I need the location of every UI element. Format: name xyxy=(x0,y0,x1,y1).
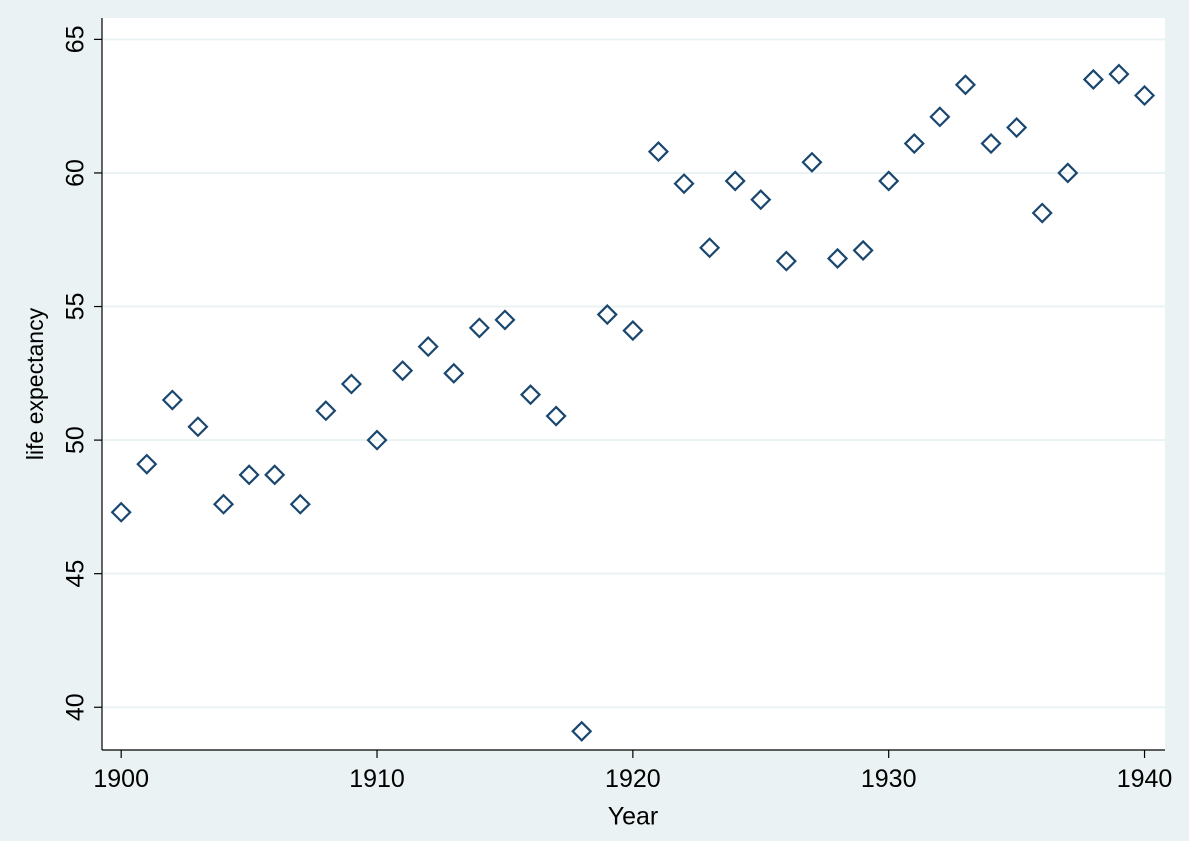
point xyxy=(596,303,618,326)
y-tick-label: 45 xyxy=(62,560,90,588)
point xyxy=(110,501,132,523)
point xyxy=(238,464,260,486)
y-tick-label: 60 xyxy=(62,159,90,187)
point xyxy=(647,141,669,163)
point xyxy=(929,106,951,128)
point xyxy=(494,309,516,331)
point xyxy=(417,336,439,358)
point xyxy=(187,416,209,438)
point xyxy=(775,250,797,272)
x-tick-label: 1910 xyxy=(349,765,405,793)
point xyxy=(366,429,388,451)
y-tick-label: 55 xyxy=(62,293,90,321)
point xyxy=(699,237,721,259)
point xyxy=(903,133,925,155)
point xyxy=(571,720,593,742)
point xyxy=(136,453,158,475)
point xyxy=(826,247,849,269)
plot-area xyxy=(102,18,1165,750)
point xyxy=(878,170,900,192)
point xyxy=(315,400,337,422)
point xyxy=(750,189,772,211)
point xyxy=(212,493,235,515)
point xyxy=(724,170,746,192)
point xyxy=(392,360,414,382)
point xyxy=(852,239,874,261)
point xyxy=(1108,63,1130,85)
x-tick-label: 1940 xyxy=(1117,765,1173,793)
point xyxy=(622,320,644,342)
point xyxy=(1006,116,1028,139)
point xyxy=(519,384,542,406)
point xyxy=(443,362,465,384)
point xyxy=(1082,68,1104,91)
point xyxy=(980,133,1002,155)
y-tick-label: 40 xyxy=(62,693,90,721)
point xyxy=(264,464,286,486)
point xyxy=(954,74,977,96)
x-tick-label: 1900 xyxy=(93,765,149,793)
y-axis-title: life expectancy xyxy=(22,307,48,460)
point xyxy=(289,493,311,515)
point xyxy=(161,389,183,411)
point xyxy=(1031,202,1053,224)
x-tick-label: 1920 xyxy=(605,765,661,793)
point xyxy=(1133,84,1156,107)
x-tick-label: 1930 xyxy=(861,765,917,793)
point xyxy=(468,317,490,339)
x-axis-title: Year xyxy=(608,803,659,831)
point xyxy=(673,173,695,195)
y-tick-label: 65 xyxy=(62,25,90,53)
y-tick-label: 50 xyxy=(62,426,90,454)
point xyxy=(545,405,567,427)
point xyxy=(340,373,362,395)
point xyxy=(801,151,823,173)
point xyxy=(1057,162,1079,184)
